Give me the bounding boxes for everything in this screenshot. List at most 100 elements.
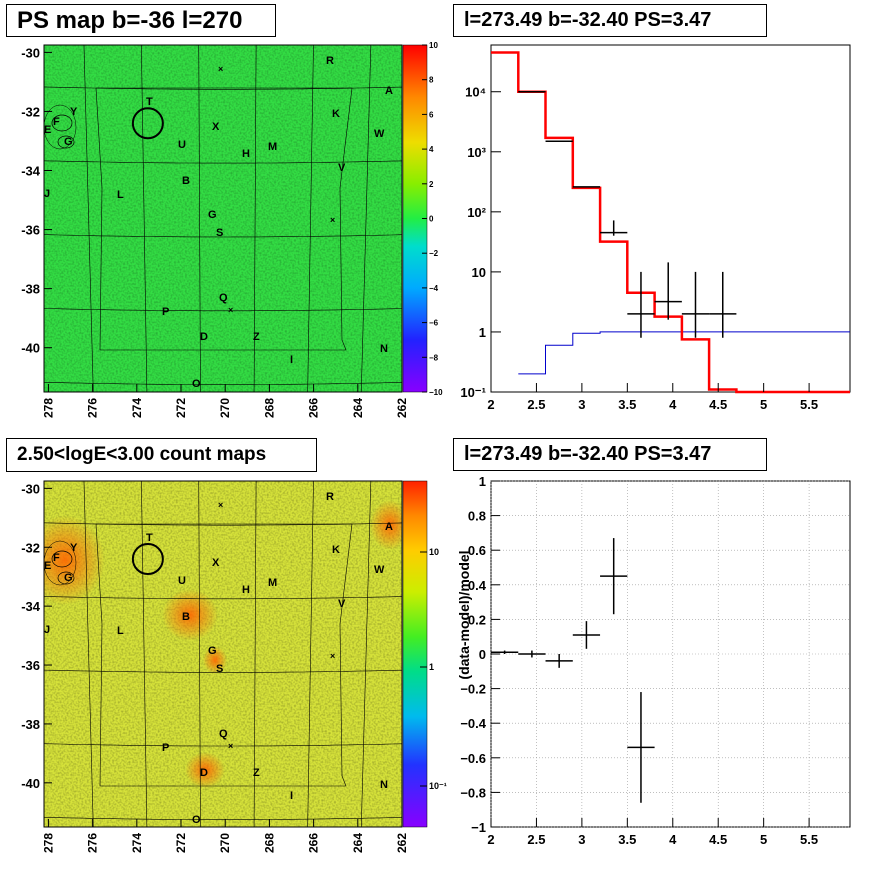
map-latitude-line <box>44 743 402 747</box>
map-source-label: M <box>268 577 277 589</box>
map-longitude-line <box>83 45 94 392</box>
map-marker: × <box>228 305 233 315</box>
spectrum-y-tick-label: 10⁴ <box>465 85 486 100</box>
map-x-tick-label: 278 <box>41 833 55 853</box>
map-y-tick-label: -40 <box>21 341 40 356</box>
map-x-tick-label: 266 <box>307 833 321 853</box>
spectrum-y-tick-label: 10² <box>467 205 486 220</box>
map-x-tick-label: 268 <box>262 833 276 853</box>
map-x-tick-label: 274 <box>130 398 144 418</box>
map-y-tick-label: -36 <box>21 658 40 673</box>
ps-map-colorbar-ticks: 10 8 6 4 2 0 −2 −4 −6 −8 −10 <box>422 41 443 397</box>
spectrum-x-tick-label: 3 <box>578 397 585 412</box>
map-source-label: B <box>182 175 190 187</box>
map-longitude-line <box>198 45 201 392</box>
residual-y-tick-label: −1 <box>471 820 486 835</box>
colorbar-tick-label: 1 <box>429 662 434 672</box>
map-source-label: N <box>380 779 388 791</box>
map-marker: × <box>218 64 223 74</box>
map-source-label: A <box>385 521 393 533</box>
map-region-outline <box>95 87 353 351</box>
residual-y-axis-label: (data-model)/model <box>456 550 472 679</box>
map-source-label: G <box>64 136 73 148</box>
map-source-label: B <box>182 611 190 623</box>
map-selection-circle <box>131 107 164 140</box>
map-longitude-line <box>141 45 148 392</box>
residual-panel: 2 2.5 3 3.5 4 4.5 5 5.5 −1 −0.8 −0.6 −0.4 −0.2 0 0.2 0.… <box>456 474 851 847</box>
map-source-label: M <box>268 141 277 153</box>
map-selection-circle <box>131 543 164 576</box>
ps-map-frame <box>43 44 403 393</box>
map-latitude-line <box>44 596 402 600</box>
map-marker: × <box>218 500 223 510</box>
map-source-label: K <box>332 544 340 556</box>
residual-y-tick-label: 0.2 <box>468 612 486 627</box>
map-source-label: X <box>212 121 220 133</box>
spectrum-axes: 2 2.5 3 3.5 4 4.5 5 5.5 10⁻¹ 1 10 10² 10³ 10⁴ <box>460 85 818 412</box>
residual-x-tick-label: 2 <box>487 832 494 847</box>
map-source-label: N <box>380 343 388 355</box>
colorbar-tick-label: 0 <box>429 215 434 224</box>
map-source-label: Z <box>253 767 260 779</box>
colorbar-tick-label: 4 <box>429 145 434 154</box>
count-map-colorbar <box>402 480 428 828</box>
colorbar-tick-label: 6 <box>429 110 434 119</box>
map-x-tick-label: 274 <box>130 833 144 853</box>
map-marker: × <box>330 651 335 661</box>
count-map-axes: 278 276 274 272 270 268 266 264 262 -30 -32 -34 -36 -… <box>21 481 409 853</box>
map-source-label: G <box>208 645 217 657</box>
map-marker: × <box>330 215 335 225</box>
map-contour <box>51 550 73 568</box>
map-source-label: J <box>44 624 50 636</box>
map-source-label: L <box>117 189 124 201</box>
map-source-label: Y <box>70 542 78 554</box>
count-map-hotspot <box>162 589 218 641</box>
residual-axes: 2 2.5 3 3.5 4 4.5 5 5.5 −1 −0.8 −0.6 −0.4 −0.2 0 0.2 0.… <box>460 474 818 847</box>
spectrum-x-tick-label: 2.5 <box>527 397 545 412</box>
residual-x-tick-label: 2.5 <box>527 832 545 847</box>
map-y-tick-label: -30 <box>21 481 40 496</box>
map-source-label: O <box>192 814 201 826</box>
map-x-tick-label: 264 <box>351 398 365 418</box>
map-y-tick-label: -32 <box>21 540 40 555</box>
map-x-tick-label: 268 <box>262 398 276 418</box>
map-source-label: V <box>338 162 346 174</box>
map-x-tick-label: 272 <box>174 398 188 418</box>
map-latitude-line <box>44 669 402 673</box>
residual-x-tick-label: 3 <box>578 832 585 847</box>
map-source-label: D <box>200 331 208 343</box>
colorbar-tick-label: 8 <box>429 76 434 85</box>
map-x-tick-label: 270 <box>218 833 232 853</box>
count-map-title: 2.50<logE<3.00 count maps <box>6 438 317 472</box>
map-source-label: V <box>338 598 346 610</box>
map-source-label: Z <box>253 331 260 343</box>
map-region-outline <box>95 523 353 787</box>
map-source-label: P <box>162 306 169 318</box>
map-source-label: F <box>53 116 60 128</box>
map-y-tick-label: -30 <box>21 45 40 60</box>
map-y-tick-label: -38 <box>21 282 40 297</box>
map-source-label: D <box>200 767 208 779</box>
spectrum-y-tick-label: 10³ <box>467 145 486 160</box>
colorbar-tick-label: −6 <box>429 319 439 328</box>
spectrum-x-tick-label: 2 <box>487 397 494 412</box>
map-source-label: E <box>44 560 51 572</box>
map-source-label: W <box>374 128 385 140</box>
colorbar-tick-label: 10 <box>429 547 439 557</box>
map-y-tick-label: -36 <box>21 223 40 238</box>
map-latitude-line <box>44 234 402 238</box>
residual-y-tick-label: −0.6 <box>460 751 486 766</box>
map-longitude-line <box>307 481 314 827</box>
map-source-label: W <box>374 564 385 576</box>
map-contour <box>51 114 73 132</box>
map-source-label: P <box>162 742 169 754</box>
map-y-tick-label: -34 <box>21 599 41 614</box>
map-y-tick-label: -34 <box>21 164 41 179</box>
spectrum-x-tick-label: 3.5 <box>618 397 636 412</box>
ps-map-title: PS map b=-36 l=270 <box>6 4 276 37</box>
colorbar-tick-label: −4 <box>429 284 439 293</box>
map-source-label: U <box>178 575 186 587</box>
spectrum-x-tick-label: 4.5 <box>709 397 727 412</box>
